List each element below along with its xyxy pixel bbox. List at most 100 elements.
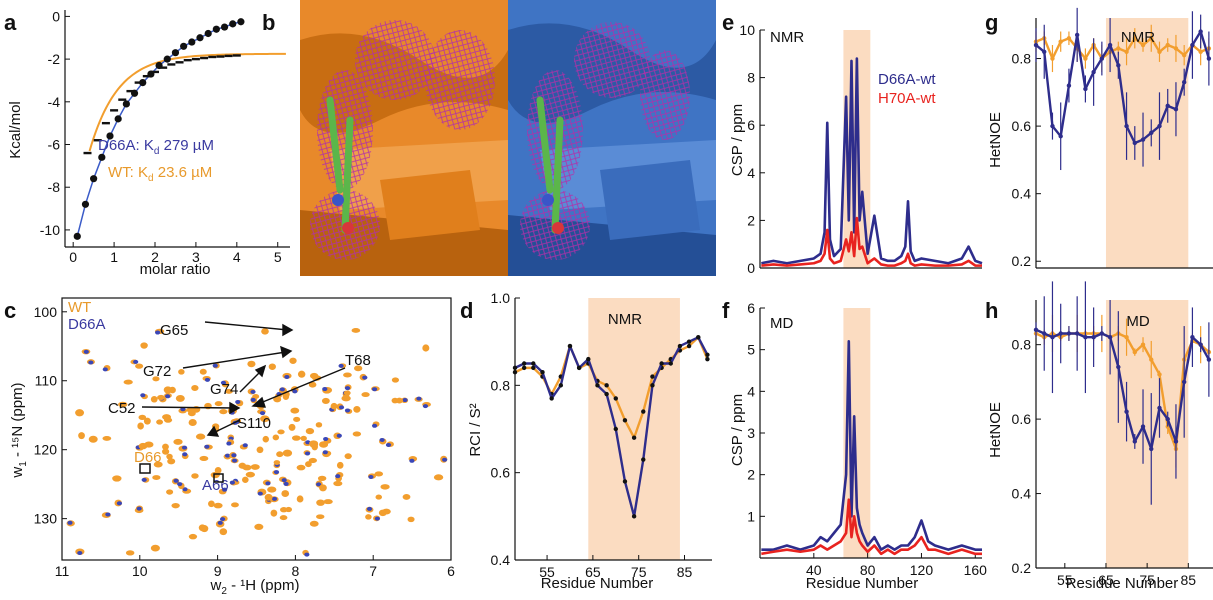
structure-d66a-image: [508, 0, 716, 276]
wt-peak: [296, 495, 304, 503]
series-point: [1157, 49, 1162, 54]
series-line: [761, 498, 982, 556]
wt-peak: [191, 384, 199, 391]
wt-peak: [219, 409, 228, 415]
d66a-peak: [231, 453, 237, 458]
d66a-peak: [173, 478, 179, 483]
series-point: [1181, 52, 1187, 58]
d66a-peak: [322, 450, 328, 455]
x-tick-label: 4: [233, 249, 241, 265]
wt-peak: [250, 464, 260, 470]
series-point: [1132, 439, 1137, 444]
d66a-point: [171, 49, 180, 57]
series-point: [1116, 46, 1121, 51]
d66a-peak: [165, 394, 171, 399]
wt-peak: [341, 395, 351, 402]
d66a-peak: [133, 359, 139, 364]
panel-a-x-label: molar ratio: [140, 261, 211, 278]
wt-peak: [162, 443, 169, 450]
d66a-peak: [250, 389, 256, 394]
series-point: [613, 426, 618, 432]
series-point: [1149, 36, 1154, 41]
series-point: [1042, 331, 1047, 336]
wt-peak: [361, 392, 370, 398]
d66a-peak: [416, 396, 422, 401]
y-tick-label: 0.8: [1012, 51, 1032, 67]
peak-box-d66: [139, 463, 151, 474]
series-point: [1140, 42, 1146, 48]
series-point: [1173, 107, 1179, 112]
panel-c-frame: [61, 297, 452, 561]
d66a-peak: [362, 375, 368, 380]
panel-d-region-label: NMR: [608, 311, 642, 328]
series-point: [521, 361, 527, 366]
wt-peak: [157, 394, 165, 401]
wt-peak: [137, 422, 144, 430]
y-tick-label: 3: [747, 425, 755, 441]
d66a-peak: [182, 452, 188, 457]
d66a-peak: [422, 404, 429, 409]
wt-peak: [309, 440, 319, 447]
wt-peak: [276, 451, 284, 458]
wt-peak: [391, 397, 399, 404]
series-point: [686, 343, 692, 349]
y-tick-label: 120: [34, 442, 58, 458]
wt-peak: [422, 344, 430, 352]
wt-peak: [163, 386, 173, 394]
x-tick-label: 80: [860, 562, 876, 578]
series-point: [1083, 86, 1088, 92]
wt-fit-line: [88, 52, 286, 152]
panel-letter-d: d: [460, 298, 473, 323]
series-point: [1107, 335, 1113, 340]
y-tick-label: 0.6: [1012, 118, 1032, 134]
wt-peak: [198, 524, 206, 532]
wt-point: [200, 56, 209, 60]
panel-letter-c: c: [4, 298, 16, 323]
wt-point: [183, 58, 192, 62]
y-tick-label: 1.0: [491, 290, 511, 306]
y-tick-label: 0: [52, 8, 60, 24]
x-tick-label: 9: [214, 563, 222, 579]
wt-peak: [213, 502, 223, 509]
wt-peak: [407, 516, 415, 523]
y-tick-label: 6: [747, 117, 755, 133]
panel-c-y-label: w1 - ¹⁵N (ppm): [9, 382, 29, 478]
wt-point: [191, 57, 200, 61]
d66a-peak: [222, 487, 228, 492]
panel-f-tag: MD: [770, 315, 793, 332]
wt-point: [216, 55, 225, 58]
series-point: [1050, 335, 1055, 340]
d66a-point: [90, 175, 98, 183]
wt-peak: [317, 475, 327, 481]
wt-peak: [282, 449, 293, 457]
series-point: [1165, 103, 1170, 109]
series-point: [1140, 342, 1146, 347]
wt-peak: [380, 484, 390, 490]
x-tick-label: 5: [274, 249, 282, 265]
d66a-peak: [219, 517, 226, 522]
wt-peak: [402, 493, 411, 500]
wt-peak: [281, 490, 290, 497]
y-tick-label: 0.8: [1012, 337, 1032, 353]
wt-peak: [191, 473, 199, 479]
series-point: [1124, 409, 1129, 414]
wt-peak: [195, 433, 206, 440]
series-point: [1058, 39, 1063, 44]
wt-peak: [293, 416, 301, 422]
panel-a-x-ticks: 0 1 2 3 4 5: [69, 242, 282, 265]
wt-point: [110, 109, 119, 112]
wt-peak: [336, 461, 344, 469]
series-point: [531, 361, 536, 366]
d66a-peak: [322, 387, 328, 392]
d66a-peak: [180, 407, 186, 412]
d66a-point: [196, 34, 204, 42]
series-point: [1116, 63, 1121, 68]
peak-label-c52: C52: [108, 400, 136, 417]
d66a-peak: [177, 482, 183, 487]
panel-letter-f: f: [722, 298, 730, 323]
series-point: [1173, 46, 1179, 51]
wt-peak: [272, 434, 280, 441]
peak-box-a66: [213, 473, 224, 483]
d66a-peak: [231, 458, 238, 463]
